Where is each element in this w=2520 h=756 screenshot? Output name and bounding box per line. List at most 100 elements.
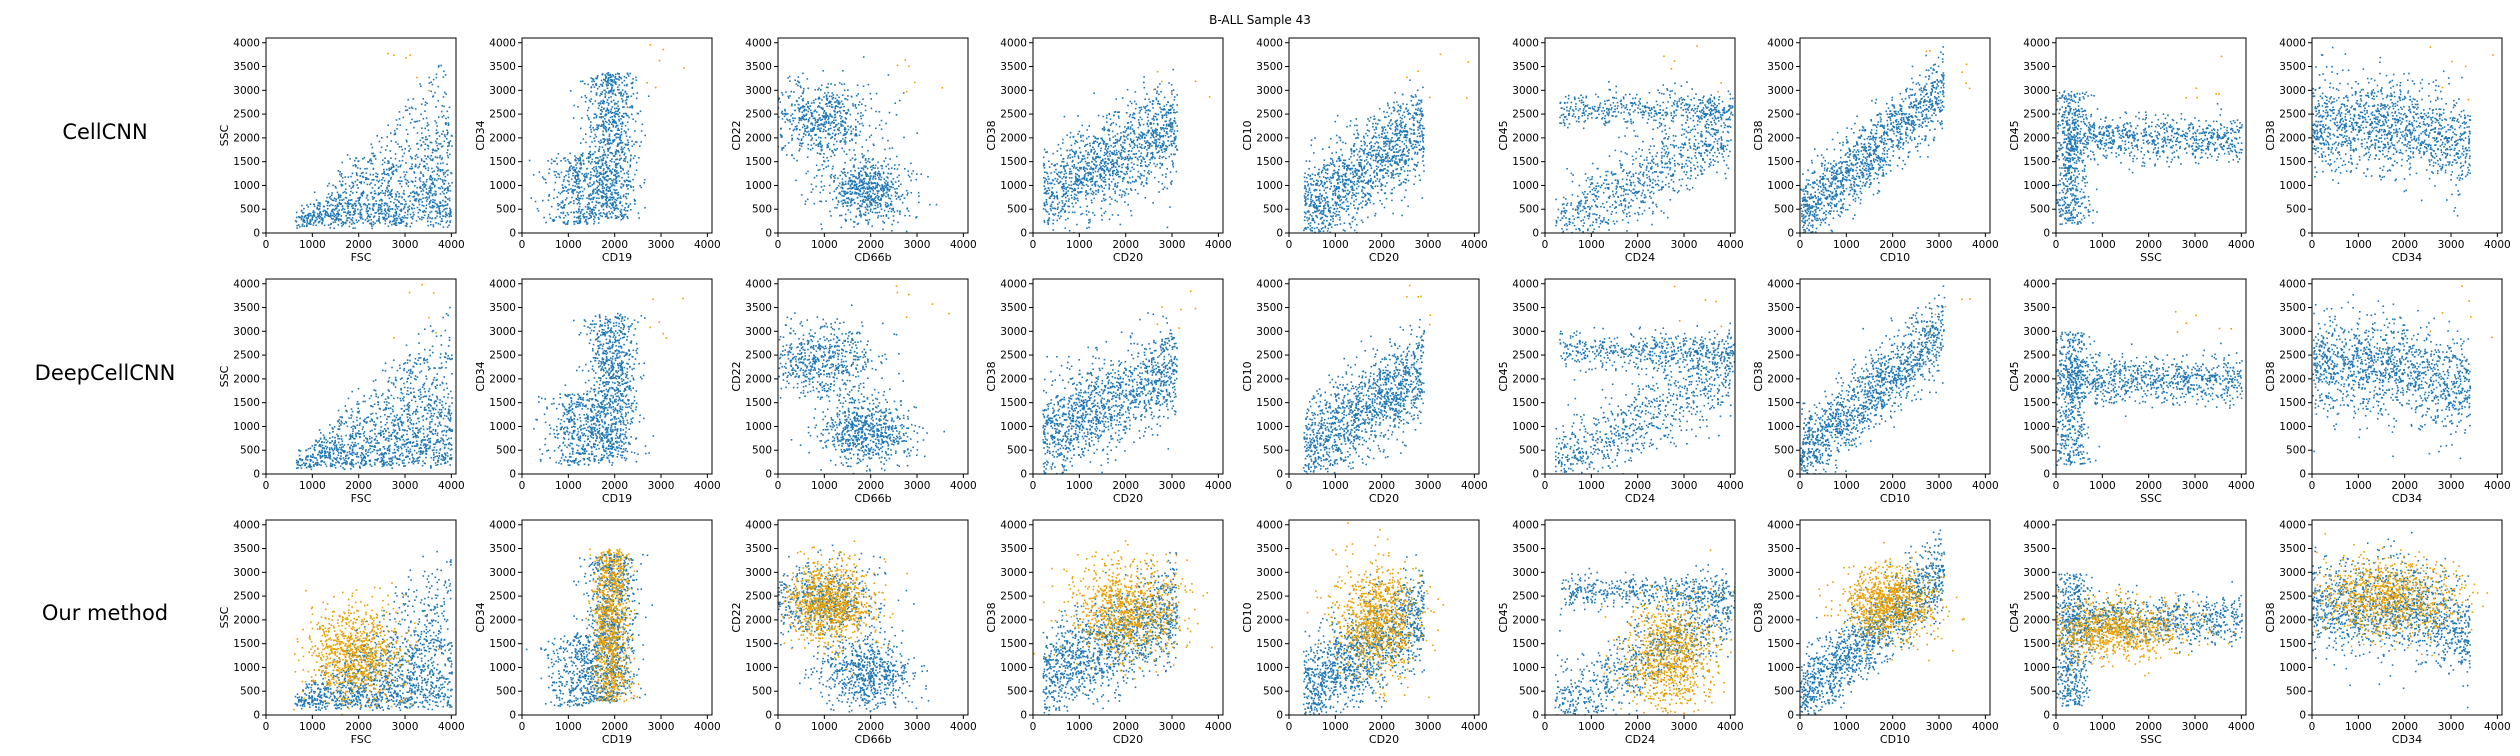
scatter-point [630, 209, 632, 211]
scatter-point [1068, 184, 1070, 186]
scatter-point [602, 176, 604, 178]
scatter-point [834, 101, 836, 104]
scatter-point [429, 188, 432, 191]
scatter-point [431, 181, 434, 183]
scatter-point [850, 133, 852, 135]
scatter-point [373, 192, 376, 195]
scatter-point [370, 223, 373, 226]
scatter-point [1101, 160, 1104, 162]
scatter-point [644, 134, 646, 137]
scatter-point [1069, 136, 1071, 139]
scatter-point [621, 122, 624, 125]
scatter-point [859, 180, 861, 182]
scatter-point [579, 191, 581, 193]
scatter-point [367, 215, 370, 218]
scatter-point [879, 185, 881, 187]
scatter-point [429, 192, 432, 194]
scatter-point [836, 147, 838, 150]
y-tick-label: 3000 [489, 85, 516, 97]
scatter-point [579, 158, 581, 160]
scatter-point [1131, 116, 1134, 119]
scatter-point [598, 85, 601, 88]
scatter-point [422, 197, 424, 199]
scatter-point [1134, 156, 1137, 158]
scatter-point [1134, 91, 1137, 93]
scatter-point [803, 105, 806, 108]
scatter-point [1143, 170, 1146, 172]
scatter-point [887, 172, 889, 175]
scatter-point [829, 192, 831, 194]
scatter-point [569, 169, 571, 172]
scatter-point [572, 172, 574, 175]
scatter-point [401, 196, 403, 198]
scatter-point [403, 208, 405, 210]
scatter-point [380, 185, 382, 187]
scatter-point [337, 197, 340, 199]
scatter-point [847, 125, 849, 128]
scatter-point [1169, 130, 1171, 132]
scatter-point [580, 209, 583, 211]
scatter-point [561, 201, 564, 204]
scatter-point [844, 193, 846, 196]
scatter-point [855, 188, 857, 191]
scatter-point [1079, 161, 1082, 163]
scatter-point [425, 204, 428, 206]
scatter-point [618, 115, 620, 118]
scatter-point [374, 192, 377, 195]
scatter-point [858, 104, 860, 106]
scatter-point [855, 192, 858, 194]
scatter-point [781, 91, 783, 94]
scatter-point [870, 203, 873, 205]
scatter-point [336, 205, 338, 207]
scatter-point [340, 218, 342, 221]
scatter-point [1127, 127, 1130, 130]
scatter-point [847, 182, 850, 184]
scatter-point [844, 201, 846, 204]
scatter-point [361, 218, 364, 220]
scatter-point [425, 157, 428, 160]
scatter-point [822, 168, 825, 170]
scatter-point [852, 180, 854, 183]
scatter-point [1149, 158, 1151, 161]
scatter-point [355, 191, 358, 194]
scatter-point [599, 83, 602, 86]
scatter-point [571, 167, 574, 170]
scatter-point [576, 198, 579, 201]
scatter-point [1106, 162, 1109, 165]
y-tick-label: 2500 [745, 109, 772, 121]
scatter-point [592, 198, 594, 201]
scatter-point [826, 114, 829, 117]
scatter-point [427, 155, 429, 158]
scatter-point [844, 117, 847, 119]
scatter-point [1109, 150, 1111, 153]
scatter-point [558, 203, 561, 206]
scatter-point [573, 168, 576, 171]
scatter-point [595, 116, 597, 119]
scatter-point [810, 135, 812, 137]
scatter-point [1075, 194, 1078, 196]
scatter-point [563, 157, 565, 160]
scatter-point [338, 201, 341, 204]
scatter-point [838, 127, 841, 129]
scatter-point [1144, 161, 1147, 163]
scatter-point [844, 171, 846, 174]
scatter-point [1094, 183, 1097, 186]
scatter-point [831, 106, 834, 108]
scatter-point [421, 127, 423, 129]
scatter-point [603, 149, 605, 151]
scatter-point [337, 224, 340, 226]
scatter-point [885, 205, 888, 208]
scatter-point [391, 223, 393, 226]
scatter-point [371, 187, 374, 189]
scatter-point [419, 185, 422, 188]
scatter-point [543, 216, 545, 219]
scatter-point [598, 175, 601, 177]
scatter-point [337, 218, 340, 220]
scatter-point [386, 212, 388, 214]
scatter-point [384, 209, 386, 212]
scatter-point [1060, 171, 1063, 173]
scatter-point [367, 161, 369, 163]
scatter-point [1063, 204, 1066, 206]
scatter-point [1080, 136, 1082, 138]
scatter-point [402, 220, 405, 223]
